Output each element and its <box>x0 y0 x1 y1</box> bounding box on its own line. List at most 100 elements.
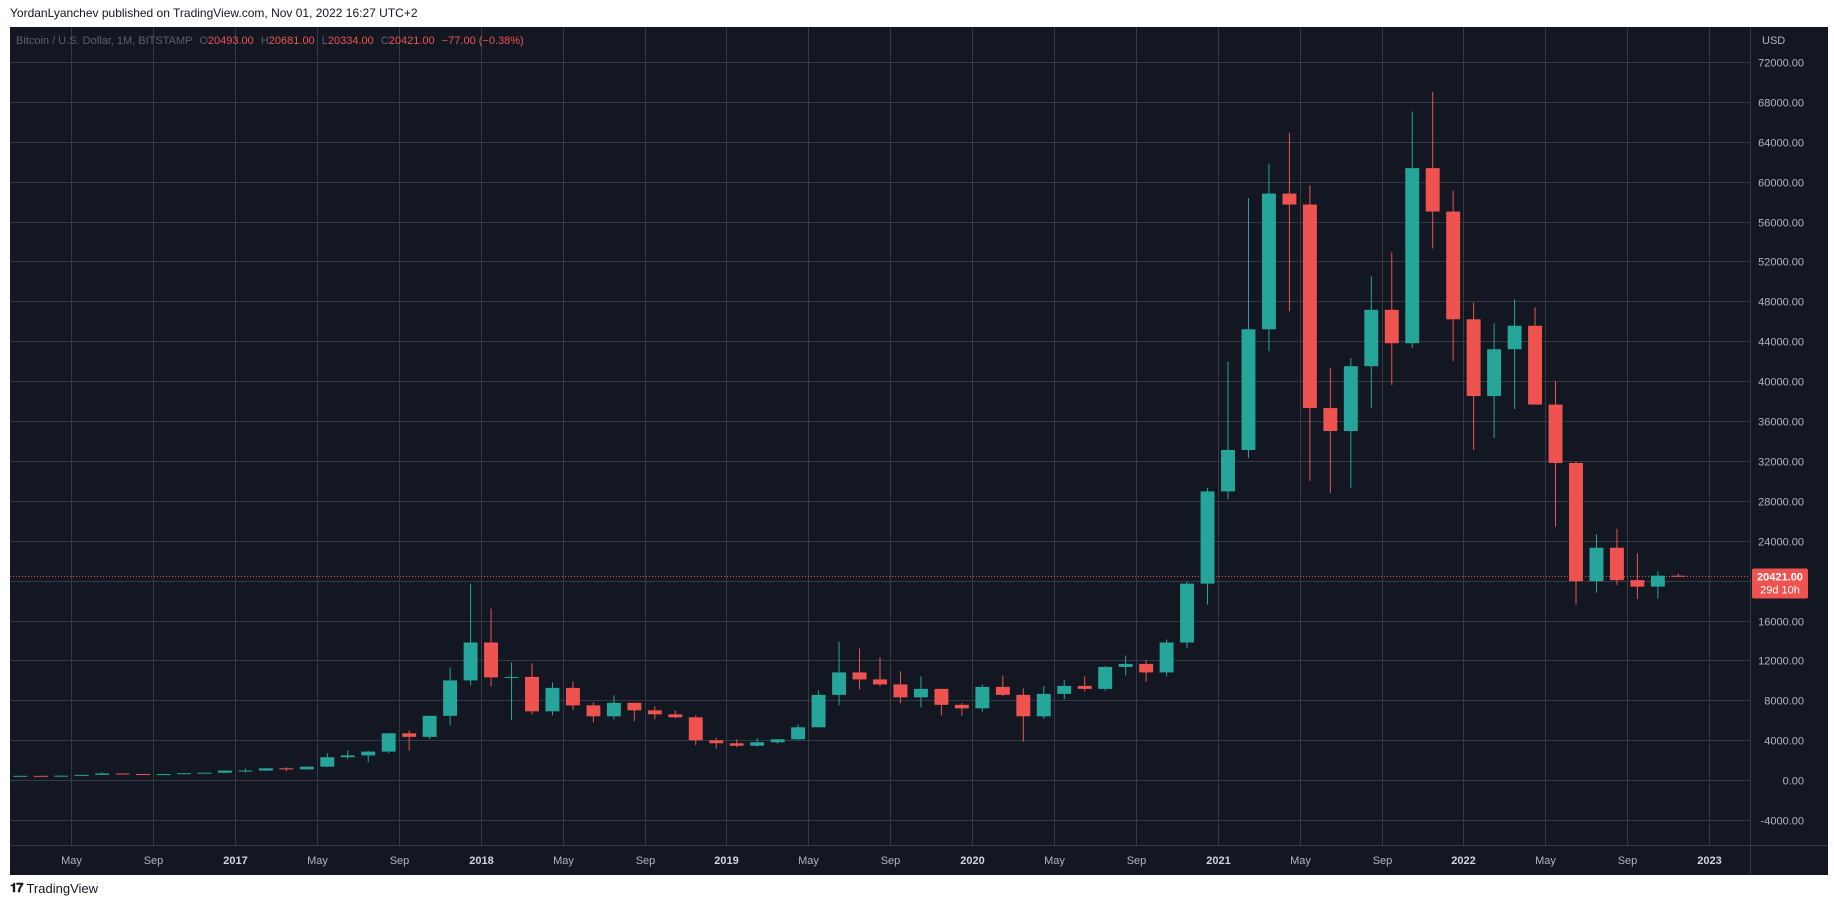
candle[interactable] <box>95 772 110 775</box>
candle-body <box>1200 491 1215 584</box>
candle[interactable] <box>443 667 458 726</box>
candle[interactable] <box>1650 571 1665 599</box>
candle[interactable] <box>299 766 314 770</box>
x-tick-label: Sep <box>144 855 164 867</box>
candle[interactable] <box>729 739 744 748</box>
candle[interactable] <box>709 737 724 749</box>
candle[interactable] <box>156 773 171 776</box>
candle[interactable] <box>1139 659 1154 682</box>
candle[interactable] <box>258 768 273 771</box>
candle[interactable] <box>934 688 949 716</box>
candle[interactable] <box>1241 198 1256 458</box>
candle[interactable] <box>1057 679 1072 700</box>
candle[interactable] <box>422 715 437 739</box>
legend-close-label: C <box>381 35 389 47</box>
candle[interactable] <box>750 738 765 747</box>
candle[interactable] <box>177 772 191 775</box>
candle[interactable] <box>1077 676 1092 692</box>
legend-open-label: O <box>199 35 208 47</box>
candle[interactable] <box>320 753 335 767</box>
candle-body <box>361 751 376 756</box>
candle[interactable] <box>647 706 662 720</box>
candle[interactable] <box>484 608 499 687</box>
candle[interactable] <box>1282 132 1297 312</box>
candle[interactable] <box>832 641 847 706</box>
candle[interactable] <box>606 695 621 720</box>
candle[interactable] <box>995 675 1010 696</box>
candle[interactable] <box>1098 665 1113 691</box>
candle[interactable] <box>913 676 928 708</box>
candle[interactable] <box>1036 685 1051 719</box>
candle[interactable] <box>852 648 867 690</box>
candle[interactable] <box>115 773 130 775</box>
candle[interactable] <box>1589 534 1604 593</box>
legend-high: 20681.00 <box>269 35 315 47</box>
candle-body <box>1159 642 1174 673</box>
candle[interactable] <box>136 773 151 775</box>
candle-body <box>811 694 826 728</box>
candle[interactable] <box>565 681 580 710</box>
candle[interactable] <box>361 750 376 763</box>
candle[interactable] <box>954 702 969 716</box>
candle[interactable] <box>238 768 253 773</box>
candle[interactable] <box>1118 655 1133 676</box>
candle[interactable] <box>381 732 396 754</box>
candle[interactable] <box>197 772 212 774</box>
candle[interactable] <box>545 682 560 716</box>
candle[interactable] <box>1609 528 1624 586</box>
candle[interactable] <box>688 715 703 746</box>
candle[interactable] <box>1630 553 1645 600</box>
candle-body <box>1323 408 1338 432</box>
candle[interactable] <box>1507 299 1522 410</box>
x-tick-label: May <box>1535 855 1556 867</box>
candle[interactable] <box>217 770 232 773</box>
candlestick-chart[interactable]: -4000.00 0.00 4000.00 8000.00 12000.00 16000.… <box>10 27 1828 875</box>
candle[interactable] <box>279 767 294 772</box>
candle[interactable] <box>791 724 806 741</box>
candle[interactable] <box>873 657 887 687</box>
candle[interactable] <box>1016 688 1031 742</box>
candle[interactable] <box>1221 361 1235 500</box>
candle[interactable] <box>1446 190 1461 362</box>
candle[interactable] <box>975 684 990 712</box>
candle[interactable] <box>340 750 355 760</box>
candle[interactable] <box>1671 573 1686 578</box>
candle[interactable] <box>770 739 785 744</box>
candle[interactable] <box>1569 461 1583 605</box>
candle[interactable] <box>1159 639 1174 677</box>
candle[interactable] <box>1425 91 1440 249</box>
candle[interactable] <box>463 583 478 686</box>
candle[interactable] <box>74 774 89 776</box>
candle[interactable] <box>1384 252 1399 386</box>
candle[interactable] <box>1261 163 1276 352</box>
candle[interactable] <box>1548 381 1563 527</box>
candle[interactable] <box>33 775 48 777</box>
candle-body <box>545 687 560 712</box>
candle[interactable] <box>1200 487 1215 605</box>
candle[interactable] <box>1364 276 1379 409</box>
candle[interactable] <box>1487 323 1502 438</box>
candle[interactable] <box>627 702 642 722</box>
candle[interactable] <box>1466 302 1481 450</box>
candle[interactable] <box>13 775 28 777</box>
candle[interactable] <box>525 663 539 715</box>
candle[interactable] <box>1405 111 1420 349</box>
legend-symbol: Bitcoin / U.S. Dollar, 1M, BITSTAMP <box>16 35 192 47</box>
candle[interactable] <box>668 710 683 719</box>
candle[interactable] <box>1180 581 1195 649</box>
candle[interactable] <box>1343 358 1358 488</box>
candle[interactable] <box>504 662 519 721</box>
candle[interactable] <box>54 775 69 777</box>
candle[interactable] <box>1323 368 1338 493</box>
candle[interactable] <box>811 690 826 728</box>
candle-body <box>484 642 499 678</box>
candle[interactable] <box>402 730 417 751</box>
candle-body <box>13 775 28 777</box>
candle[interactable] <box>1528 307 1543 405</box>
tradingview-footer[interactable]: 𝟏𝟕 TradingView <box>10 880 98 896</box>
candle[interactable] <box>1302 185 1317 481</box>
time-axis[interactable]: May Sep 2017 May Sep 2018 May Sep 2019 May Sep 2020… <box>61 855 1722 867</box>
candle[interactable] <box>893 671 908 704</box>
y-tick-label: 32000.00 <box>1758 457 1804 469</box>
candle[interactable] <box>586 702 601 723</box>
